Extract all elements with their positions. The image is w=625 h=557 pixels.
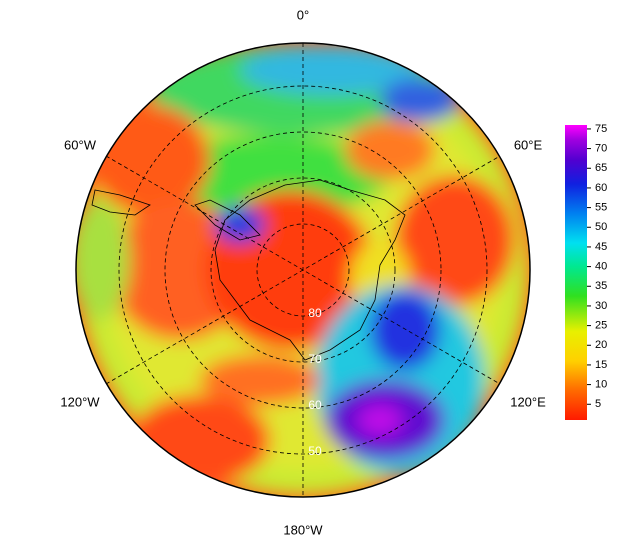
colorbar-label: 70: [595, 143, 607, 155]
data-field: [76, 43, 530, 497]
lat-label: 80: [308, 306, 322, 320]
colorbar-label: 50: [595, 221, 607, 233]
colorbar-label: 10: [595, 379, 607, 391]
coastline: [194, 179, 406, 361]
patch: [395, 175, 515, 305]
lat-label: 50: [308, 444, 322, 458]
colorbar-label: 25: [595, 320, 607, 332]
lon-label: 60°E: [514, 137, 543, 152]
lon-label: 120°E: [510, 394, 546, 409]
patch: [345, 120, 435, 180]
latitude-circle: [118, 85, 488, 455]
colorbar: 5 10 15 20 25 30 35 40 45 50 55 60 65 70 75: [565, 123, 607, 420]
colorbar-label: 15: [595, 359, 607, 371]
colorbar-label: 30: [595, 300, 607, 312]
lon-label: 60°W: [64, 137, 97, 152]
patch: [380, 78, 460, 122]
patch: [358, 405, 402, 435]
patch: [215, 207, 265, 243]
colorbar-label: 40: [595, 261, 607, 273]
colorbar-label: 35: [595, 280, 607, 292]
colorbar-ramp: [565, 125, 587, 420]
coastline: [91, 189, 151, 216]
lon-label: 0°: [297, 7, 309, 22]
lat-label: 70: [308, 352, 322, 366]
meridian: [105, 155, 501, 385]
colorbar-label: 45: [595, 241, 607, 253]
colorbar-label: 5: [595, 398, 601, 410]
colorbar-label: 55: [595, 202, 607, 214]
lon-label: 180°W: [283, 522, 323, 537]
lon-label: 120°W: [60, 394, 100, 409]
latitude-circle: [164, 131, 442, 409]
patch: [76, 200, 130, 320]
patch: [150, 135, 390, 215]
map-border: [75, 42, 531, 498]
patch: [240, 45, 420, 95]
latitude-circle: [256, 223, 350, 317]
colorbar-label: 75: [595, 123, 607, 135]
latitude-circle: [210, 177, 396, 363]
patch: [370, 290, 440, 370]
colorbar-label: 60: [595, 182, 607, 194]
colorbar-label: 65: [595, 162, 607, 174]
patch: [90, 105, 210, 215]
colorbar-label: 20: [595, 339, 607, 351]
graticule: [105, 43, 501, 497]
patch: [200, 355, 320, 405]
lat-label: 60: [308, 398, 322, 412]
